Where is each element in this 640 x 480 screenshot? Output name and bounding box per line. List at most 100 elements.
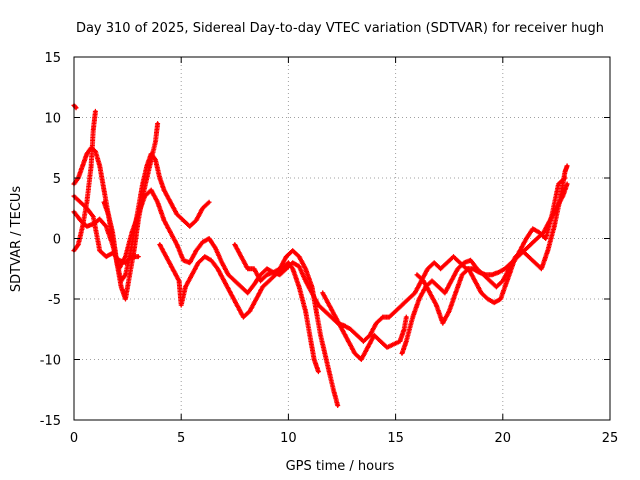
data-point — [505, 279, 509, 283]
data-point — [550, 212, 554, 216]
data-point — [93, 149, 97, 153]
y-tick-label: 15 — [44, 51, 61, 66]
data-point — [233, 243, 237, 247]
series-track-g — [232, 242, 341, 408]
data-point — [177, 279, 181, 283]
data-point — [349, 327, 353, 331]
data-point — [78, 218, 82, 222]
data-point — [323, 309, 327, 313]
data-point — [241, 315, 245, 319]
data-point — [490, 273, 494, 277]
x-tick-label: 15 — [387, 431, 404, 446]
data-point — [379, 339, 383, 343]
data-point — [336, 403, 340, 407]
data-point — [149, 188, 153, 192]
series-track-j — [414, 175, 568, 326]
data-point — [445, 261, 449, 265]
data-point — [252, 282, 256, 286]
data-point — [239, 255, 243, 259]
data-point — [278, 267, 282, 271]
data-point — [544, 237, 548, 240]
data-point — [128, 273, 132, 277]
data-point — [123, 273, 127, 277]
data-point — [271, 270, 275, 274]
data-point — [194, 249, 198, 253]
data-point — [492, 301, 496, 305]
data-point — [214, 246, 218, 250]
data-point — [355, 333, 359, 337]
data-point — [533, 261, 537, 265]
data-point — [246, 267, 250, 271]
data-point — [372, 333, 376, 337]
data-point — [443, 291, 447, 295]
data-point — [102, 200, 106, 204]
data-point — [449, 279, 453, 283]
marker-path — [399, 163, 570, 356]
data-point — [284, 255, 288, 259]
marker-path — [71, 102, 79, 111]
data-point — [340, 327, 344, 331]
data-point — [91, 215, 95, 219]
data-point — [312, 358, 316, 361]
data-point — [310, 285, 314, 289]
data-point — [111, 230, 115, 234]
data-point — [346, 339, 350, 343]
data-point — [439, 267, 443, 271]
data-point — [153, 140, 157, 144]
data-point — [469, 258, 473, 262]
data-point — [102, 188, 106, 192]
data-point — [149, 158, 153, 162]
data-point — [421, 279, 425, 283]
data-point — [132, 230, 136, 234]
grid — [74, 57, 610, 420]
data-point — [494, 285, 498, 289]
series-track-i — [399, 163, 570, 356]
data-point — [537, 230, 541, 234]
data-point — [145, 176, 149, 180]
data-point — [104, 255, 108, 259]
data-point — [136, 255, 140, 259]
data-point — [158, 243, 162, 247]
data-point — [104, 224, 108, 228]
data-point — [81, 224, 85, 228]
data-point — [81, 164, 85, 168]
data-point — [314, 309, 318, 313]
data-point — [563, 176, 567, 180]
data-point — [482, 273, 486, 277]
data-point — [162, 188, 166, 192]
data-point — [153, 158, 157, 162]
data-point — [261, 285, 265, 289]
marker-path — [157, 242, 321, 375]
data-point — [141, 194, 145, 198]
data-point — [368, 333, 372, 337]
data-point — [123, 297, 127, 301]
data-point — [78, 200, 82, 204]
data-point — [91, 128, 95, 132]
data-point — [248, 309, 252, 313]
data-point — [201, 206, 205, 210]
data-point — [98, 217, 102, 221]
data-point — [229, 291, 233, 295]
y-tick-label: 5 — [53, 172, 61, 187]
data-point — [557, 182, 561, 186]
data-point — [209, 258, 213, 262]
data-point — [359, 358, 363, 361]
data-point — [415, 273, 419, 277]
data-point — [297, 255, 301, 259]
data-point — [188, 224, 192, 228]
data-point — [156, 122, 160, 126]
data-point — [98, 164, 102, 168]
data-point — [201, 240, 205, 244]
data-point — [404, 339, 408, 343]
data-point — [123, 261, 127, 265]
data-point — [164, 255, 168, 259]
data-point — [141, 182, 145, 186]
data-point — [106, 212, 110, 216]
data-point — [111, 251, 115, 255]
data-point — [123, 255, 127, 259]
data-point — [156, 200, 160, 204]
x-tick-label: 5 — [177, 431, 185, 446]
data-point — [565, 164, 569, 168]
data-point — [316, 303, 320, 307]
data-point — [535, 237, 539, 240]
